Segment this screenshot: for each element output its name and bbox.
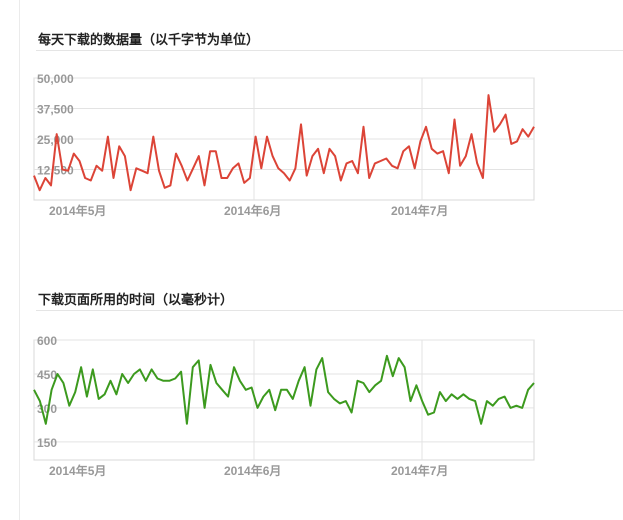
y-tick-label: 37,500 <box>37 103 74 117</box>
y-tick-label: 150 <box>37 436 57 450</box>
chart-title-load-time: 下载页面所用的时间（以毫秒计） <box>38 293 234 308</box>
series-line <box>33 354 535 425</box>
x-tick-label: 2014年7月 <box>391 203 448 218</box>
y-tick-label: 12,500 <box>37 164 74 178</box>
y-tick-label: 450 <box>37 368 57 382</box>
chart-title-data-volume: 每天下载的数据量（以千字节为单位） <box>38 33 260 48</box>
x-tick-label: 2014年7月 <box>391 463 448 478</box>
series-line <box>33 94 535 192</box>
x-tick-label: 2014年5月 <box>49 463 106 478</box>
y-tick-label: 50,000 <box>37 72 74 86</box>
y-tick-label: 600 <box>37 334 57 348</box>
section-separator <box>36 310 623 311</box>
section-separator <box>36 50 623 51</box>
page-divider <box>19 0 20 520</box>
x-tick-label: 2014年6月 <box>224 203 281 218</box>
x-tick-label: 2014年5月 <box>49 203 106 218</box>
x-tick-label: 2014年6月 <box>224 463 281 478</box>
